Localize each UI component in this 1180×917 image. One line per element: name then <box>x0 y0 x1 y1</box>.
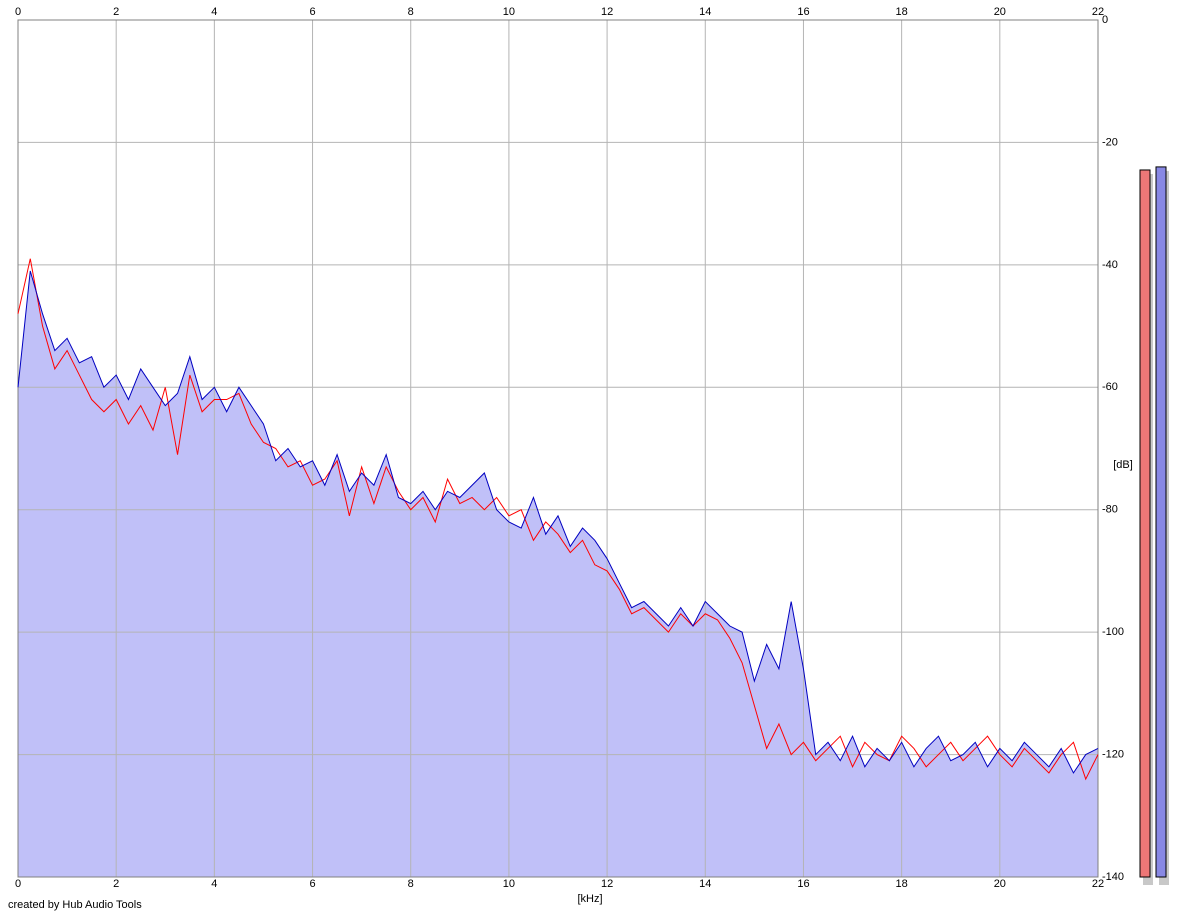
level-meter <box>1155 166 1167 878</box>
x-tick-label: 8 <box>408 878 414 890</box>
x-tick-label: 16 <box>797 6 809 18</box>
level-meter <box>1139 169 1151 878</box>
plot-frame <box>17 19 1099 878</box>
x-tick-label: 10 <box>503 878 515 890</box>
x-tick-label: 6 <box>309 878 315 890</box>
x-tick-label: 18 <box>896 878 908 890</box>
y-tick-label: -40 <box>1102 259 1118 271</box>
x-tick-label: 16 <box>797 878 809 890</box>
x-tick-label: 2 <box>113 6 119 18</box>
x-tick-label: 0 <box>15 6 21 18</box>
x-tick-label: 10 <box>503 6 515 18</box>
series-line <box>17 258 1099 781</box>
x-tick-label: 4 <box>211 878 217 890</box>
x-tick-label: 18 <box>896 6 908 18</box>
area <box>18 270 1098 877</box>
x-tick-label: 0 <box>15 878 21 890</box>
y-axis-label: [dB] <box>1113 459 1133 471</box>
x-tick-label: 20 <box>994 878 1006 890</box>
x-tick-label: 2 <box>113 878 119 890</box>
y-tick-label: -140 <box>1102 871 1124 883</box>
y-tick-label: -100 <box>1102 626 1124 638</box>
x-tick-label: 8 <box>408 6 414 18</box>
x-tick-label: 12 <box>601 6 613 18</box>
y-tick-label: 0 <box>1102 14 1108 26</box>
x-tick-label: 22 <box>1092 6 1104 18</box>
x-axis-label: [kHz] <box>577 893 602 905</box>
x-tick-label: 4 <box>211 6 217 18</box>
x-tick-label: 22 <box>1092 878 1104 890</box>
y-tick-label: -60 <box>1102 381 1118 393</box>
x-tick-label: 20 <box>994 6 1006 18</box>
x-tick-label: 14 <box>699 6 711 18</box>
x-tick-label: 12 <box>601 878 613 890</box>
y-tick-label: -80 <box>1102 504 1118 516</box>
x-tick-label: 14 <box>699 878 711 890</box>
y-tick-label: -120 <box>1102 748 1124 760</box>
credit: created by Hub Audio Tools <box>8 899 142 911</box>
series-line <box>17 270 1099 774</box>
x-tick-label: 6 <box>309 6 315 18</box>
y-tick-label: -20 <box>1102 136 1118 148</box>
